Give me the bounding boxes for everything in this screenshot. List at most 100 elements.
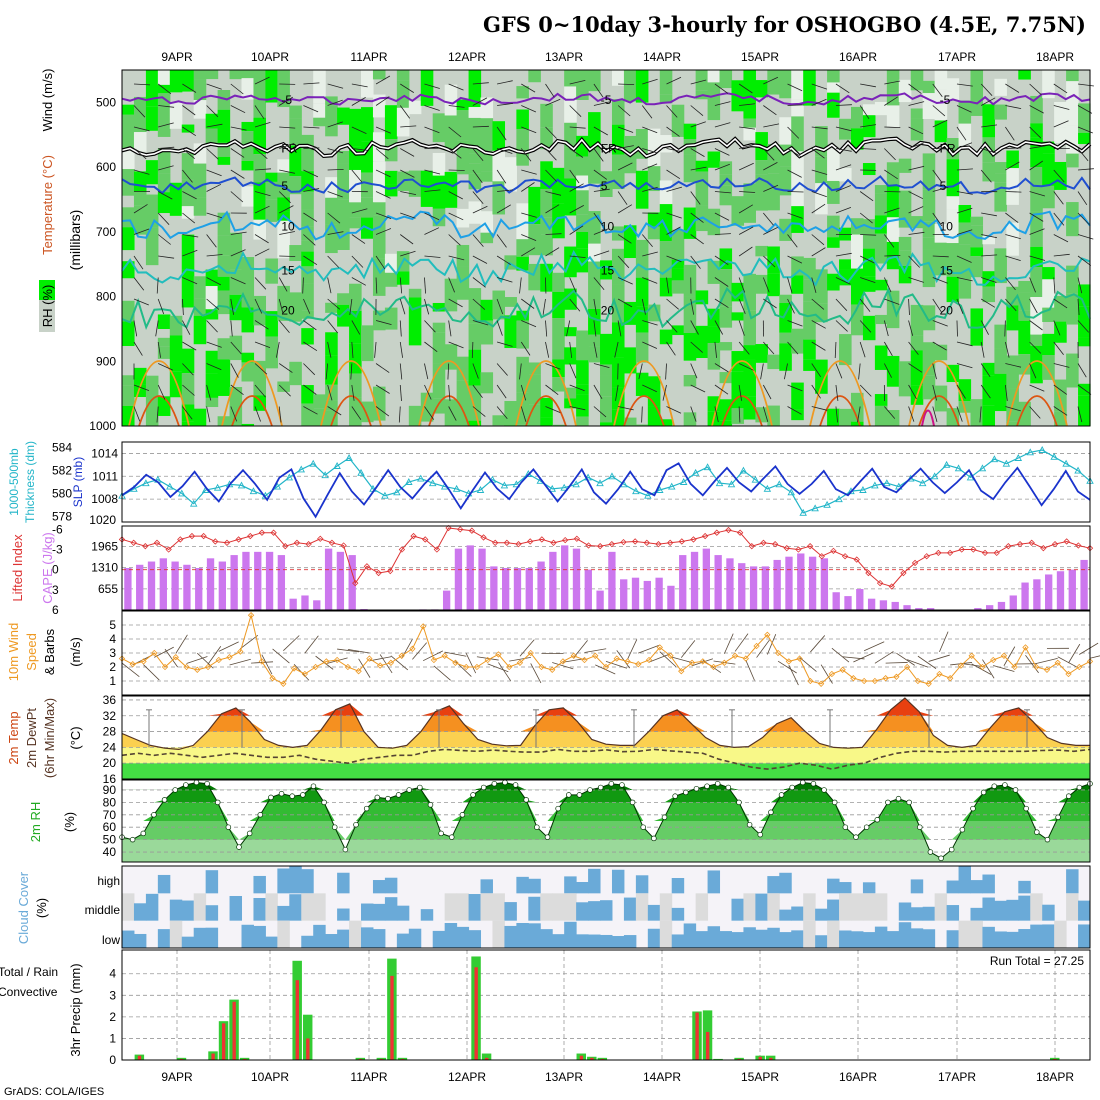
wind-barb xyxy=(860,148,877,150)
cloud-level-label: high xyxy=(97,874,120,888)
cloud-cell xyxy=(229,895,243,921)
wind-barb xyxy=(230,341,242,355)
wind-barb xyxy=(593,277,605,291)
wind-barb xyxy=(981,277,997,283)
wind-barb xyxy=(133,341,143,356)
wind-barb xyxy=(908,142,924,149)
cloud-axis-label: Cloud Cover xyxy=(16,871,31,944)
rh-cell xyxy=(241,150,255,161)
rh-cell xyxy=(791,99,804,117)
wind-barb xyxy=(254,148,268,160)
cloud-cell xyxy=(886,931,900,948)
cape-bar xyxy=(183,564,191,610)
rh-cell xyxy=(623,225,637,259)
wind-barb xyxy=(811,169,828,175)
cloud-cell xyxy=(1042,904,1055,921)
wind-barb xyxy=(182,249,198,257)
wind-barb xyxy=(472,384,483,398)
rh-cell xyxy=(659,70,673,95)
rh-cell xyxy=(289,361,302,386)
cloud-cell xyxy=(420,909,434,921)
rh-cell xyxy=(827,82,840,93)
wind-barb xyxy=(400,83,415,93)
rh-cell xyxy=(827,180,840,204)
rh-cell xyxy=(528,263,541,291)
cloud-cell xyxy=(301,869,314,894)
rh-cell xyxy=(361,325,374,362)
rh-cell xyxy=(635,372,649,396)
rh-cell xyxy=(157,84,171,94)
wind-barb xyxy=(932,169,943,184)
wind-barb xyxy=(374,341,377,358)
rh-cell xyxy=(576,156,589,176)
rh-cell xyxy=(755,344,768,363)
cloud-cell xyxy=(970,907,983,921)
thickness-point xyxy=(1074,466,1082,474)
wind-barb xyxy=(375,277,378,294)
cloud-cell xyxy=(611,869,625,894)
wind-barb xyxy=(254,248,270,257)
wind-barb xyxy=(133,169,150,175)
wind-speed-point xyxy=(871,677,879,685)
rh-cell xyxy=(767,354,780,370)
cape-bar xyxy=(490,566,498,610)
wind-barb xyxy=(424,169,441,175)
rh-axis-label: RH (%) xyxy=(40,285,55,328)
rh-cell xyxy=(1006,286,1019,306)
wind-barb xyxy=(182,298,184,316)
lifted-index-point xyxy=(223,539,231,546)
rh-cell xyxy=(886,290,900,329)
wind-barb xyxy=(593,341,598,358)
rh-cell xyxy=(528,186,541,225)
precip-convective-bar xyxy=(243,1058,247,1060)
cloud-cell xyxy=(181,936,195,948)
wind-barb xyxy=(642,234,653,247)
wind-barb xyxy=(569,384,585,392)
isotherm-label: 20 xyxy=(281,303,295,317)
thickness-point xyxy=(596,479,604,487)
thickness-point xyxy=(166,482,174,490)
cloud-cell xyxy=(444,893,458,921)
wind-barb xyxy=(666,148,683,152)
rh-cell xyxy=(444,399,458,426)
wind-barb xyxy=(714,255,729,266)
rh-cell xyxy=(564,288,577,310)
wind-barb xyxy=(424,212,440,221)
thickness-point xyxy=(393,488,401,496)
wind-barb xyxy=(569,363,577,379)
isotherm-label: -5 xyxy=(940,93,951,107)
rh-cell xyxy=(361,172,374,198)
wind-barb xyxy=(254,298,263,314)
rh-point xyxy=(895,795,902,802)
day-label-top: 11APR xyxy=(350,50,387,64)
day-label-top: 18APR xyxy=(1036,50,1074,64)
rh-cell xyxy=(468,420,482,426)
rh-cell xyxy=(576,360,589,385)
wind-barb xyxy=(1077,148,1089,162)
wind-barb xyxy=(714,148,730,156)
rh-cell xyxy=(301,328,314,345)
wind-barb xyxy=(811,247,826,257)
wind-speed-point xyxy=(1065,670,1072,678)
wind-barb xyxy=(835,164,852,171)
wind-barb xyxy=(157,212,170,225)
rh-cell xyxy=(635,332,649,363)
wind-barb xyxy=(799,657,817,672)
lifted-index-point xyxy=(212,538,219,545)
wind-barb xyxy=(738,277,746,293)
cloud-cell xyxy=(1018,929,1031,948)
wind-barb xyxy=(206,406,211,423)
wind-speed-point xyxy=(957,662,965,669)
rh-cell xyxy=(229,387,243,424)
cape-bar xyxy=(336,551,345,610)
wind-barb xyxy=(230,384,244,396)
wind-barb xyxy=(738,384,742,401)
rh-cell xyxy=(181,206,195,219)
rh-cell xyxy=(372,215,386,234)
wind-barb xyxy=(327,148,344,154)
wind-barb xyxy=(254,341,271,348)
thickness-point xyxy=(1038,446,1046,453)
rh-cell xyxy=(564,86,577,97)
wind-barb xyxy=(327,231,344,235)
wind-barb xyxy=(593,212,604,227)
